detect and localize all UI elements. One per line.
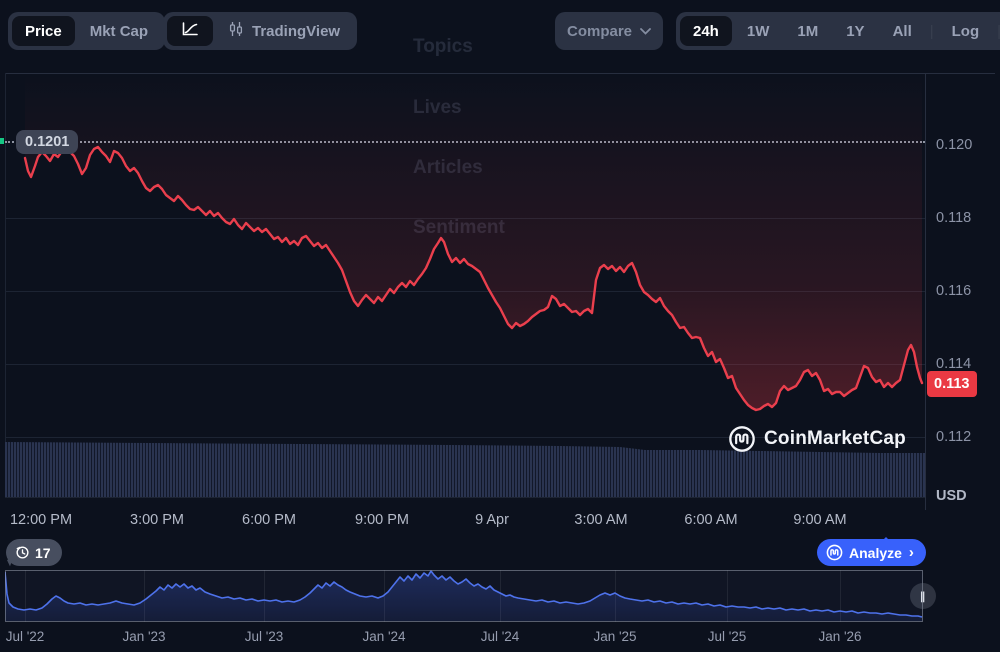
chevron-down-icon	[640, 22, 651, 40]
x-axis-label: 6:00 PM	[242, 512, 296, 528]
analyze-button[interactable]: Analyze ›	[817, 537, 926, 566]
x-axis-label: 9 Apr	[475, 512, 509, 528]
x-axis-label: 6:00 AM	[684, 512, 738, 528]
history-count: 17	[35, 544, 51, 561]
navigator-axis-label: Jul '24	[480, 629, 520, 644]
compare-button[interactable]: Compare	[555, 12, 664, 50]
gridline	[5, 437, 925, 438]
y-axis-label: 0.118	[936, 210, 972, 226]
y-axis-unit: USD	[936, 488, 967, 504]
navigator-axis-label: Jan '23	[122, 629, 166, 644]
range-toggle-group: 24h 1W 1M 1Y All | Log |	[676, 12, 1000, 50]
price-line	[23, 145, 924, 412]
y-axis-separator	[925, 73, 926, 510]
history-clock-icon	[15, 545, 30, 560]
x-axis-label: 12:00 PM	[9, 512, 73, 528]
navigator-axis-label: Jan '25	[593, 629, 637, 644]
x-axis-label: 9:00 PM	[355, 512, 409, 528]
chart-type-toggle: TradingView	[163, 12, 358, 50]
navigator-axis-label: Jan '24	[362, 629, 406, 644]
navigator-gridline	[840, 570, 841, 622]
navigator-gridline	[727, 570, 728, 622]
coinmarketcap-logo-icon	[728, 425, 756, 453]
navigator-canvas[interactable]	[5, 570, 923, 622]
tradingview-label: TradingView	[252, 22, 341, 40]
candlestick-icon	[228, 21, 244, 41]
navigator-drag-handle[interactable]: ∥	[910, 583, 936, 609]
navigator-selection-window[interactable]	[5, 570, 923, 622]
history-button[interactable]: 17	[6, 539, 62, 566]
analyze-logo-icon	[826, 544, 843, 561]
coinmarketcap-watermark: CoinMarketCap	[728, 425, 906, 453]
log-scale-toggle[interactable]: Log	[951, 22, 980, 40]
compare-label: Compare	[567, 22, 633, 40]
price-chart-canvas[interactable]	[5, 73, 925, 497]
price-area	[25, 74, 922, 410]
chart-bottom-border	[5, 497, 925, 498]
range-1m[interactable]: 1M	[797, 22, 819, 40]
navigator-gridline	[25, 570, 26, 622]
range-all[interactable]: All	[892, 22, 912, 40]
mktcap-tab[interactable]: Mkt Cap	[89, 22, 149, 40]
navigator-line	[5, 570, 923, 618]
analyze-label: Analyze	[849, 544, 902, 561]
x-axis-label: 3:00 AM	[574, 512, 628, 528]
bg-menu-item-topics: Topics	[413, 36, 473, 57]
x-axis-label: 3:00 PM	[130, 512, 184, 528]
navigator-area	[5, 571, 922, 621]
watermark-label: CoinMarketCap	[764, 428, 906, 449]
line-chart-icon	[181, 21, 199, 41]
navigator-axis-label: Jul '23	[244, 629, 284, 644]
navigator-axis-label: Jul '25	[707, 629, 747, 644]
y-axis-label: 0.112	[936, 429, 972, 445]
high-price-badge: 0.1201	[16, 130, 79, 154]
price-tab[interactable]: Price	[12, 16, 75, 46]
price-mktcap-toggle: Price Mkt Cap	[8, 12, 166, 50]
chart-left-border	[5, 73, 6, 497]
chevron-right-icon: ›	[908, 544, 914, 561]
y-axis-label: 0.114	[936, 356, 972, 372]
y-axis-label: 0.120	[936, 137, 973, 153]
toolbar-separator: |	[929, 22, 934, 40]
tradingview-tab[interactable]: TradingView	[215, 16, 353, 46]
navigator-axis-label: Jan '26	[818, 629, 862, 644]
y-axis-label: 0.116	[936, 283, 972, 299]
toolbar-separator: |	[997, 22, 1000, 40]
gridline	[5, 291, 925, 292]
chart-top-border	[5, 73, 995, 74]
gridline	[5, 364, 925, 365]
range-24h[interactable]: 24h	[680, 16, 732, 46]
navigator-gridline	[144, 570, 145, 622]
green-tick	[0, 138, 4, 144]
line-chart-tab[interactable]	[167, 16, 213, 46]
x-axis-label: 9:00 AM	[793, 512, 847, 528]
range-1w[interactable]: 1W	[746, 22, 770, 40]
navigator-gridline	[264, 570, 265, 622]
navigator-axis-label: Jul '22	[5, 629, 45, 644]
range-1y[interactable]: 1Y	[846, 22, 865, 40]
last-price-badge: 0.113	[927, 371, 977, 397]
